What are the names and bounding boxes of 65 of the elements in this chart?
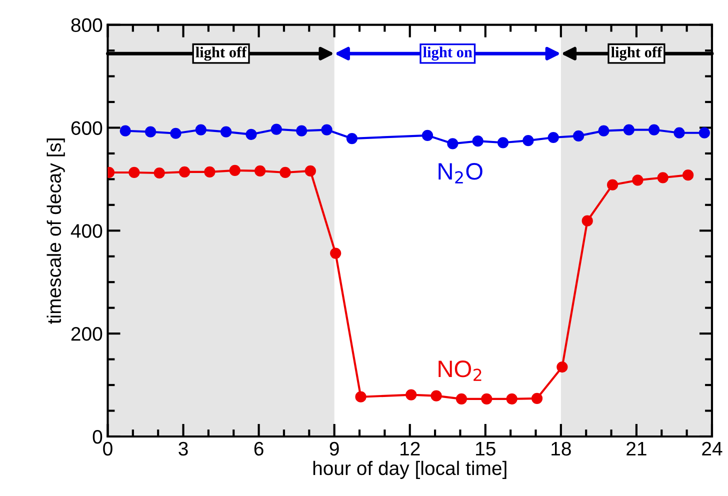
- point: [582, 215, 593, 226]
- y-tick-label: 800: [71, 18, 102, 32]
- point: [178, 166, 190, 178]
- point: [481, 393, 492, 404]
- point: [229, 164, 240, 176]
- y-tick-label: 400: [70, 224, 102, 238]
- point: [280, 166, 291, 178]
- point: [296, 125, 308, 136]
- x-tick-label: 18: [552, 442, 571, 456]
- band-label: light off: [611, 46, 662, 61]
- point: [506, 393, 518, 404]
- x-tick-label: 21: [626, 442, 646, 456]
- annotation: light on: [423, 46, 472, 61]
- x-axis-title: hour of day [local time]: [313, 460, 506, 479]
- point: [698, 127, 710, 138]
- x-tick-label: 12: [400, 442, 420, 456]
- point: [346, 132, 358, 144]
- point: [657, 172, 668, 184]
- point: [598, 125, 610, 136]
- point: [170, 128, 182, 139]
- series-label: NO$_{2}$: [438, 360, 482, 381]
- point: [522, 135, 534, 146]
- point: [330, 248, 342, 259]
- point: [548, 132, 559, 144]
- x-tick-label: 24: [702, 442, 722, 456]
- y-tick-label: 0: [92, 430, 102, 444]
- point: [632, 174, 644, 186]
- point: [422, 130, 434, 141]
- x-tick-label: 9: [330, 442, 339, 456]
- point: [120, 125, 131, 136]
- point: [144, 126, 156, 138]
- point: [270, 124, 282, 135]
- point: [623, 124, 634, 136]
- point: [304, 165, 316, 176]
- point: [355, 391, 366, 402]
- y-axis-title: timescale of decay [s]: [46, 138, 65, 324]
- x-tick-label: 0: [103, 442, 112, 456]
- point: [406, 389, 417, 400]
- y-tick-label: 600: [71, 121, 102, 135]
- band-label: light off: [196, 46, 247, 61]
- point: [246, 128, 257, 140]
- point: [195, 124, 206, 136]
- point: [648, 124, 660, 136]
- point: [204, 166, 216, 178]
- point: [321, 124, 332, 136]
- point: [556, 361, 568, 373]
- point: [531, 392, 543, 404]
- x-tick-label: 6: [254, 442, 264, 456]
- x-tick-label: 15: [476, 442, 496, 456]
- point: [456, 393, 468, 404]
- point: [572, 130, 584, 142]
- point: [497, 137, 509, 148]
- series-label: N$_{2}$O: [438, 163, 482, 184]
- point: [682, 170, 694, 181]
- point: [674, 127, 685, 138]
- point: [220, 126, 232, 138]
- point: [254, 165, 266, 176]
- point: [430, 390, 442, 402]
- point: [154, 167, 165, 179]
- point: [128, 166, 140, 178]
- point: [472, 136, 484, 147]
- x-tick-label: 3: [178, 442, 188, 456]
- y-tick-label: 200: [71, 327, 102, 341]
- point: [606, 179, 618, 190]
- point: [447, 138, 458, 150]
